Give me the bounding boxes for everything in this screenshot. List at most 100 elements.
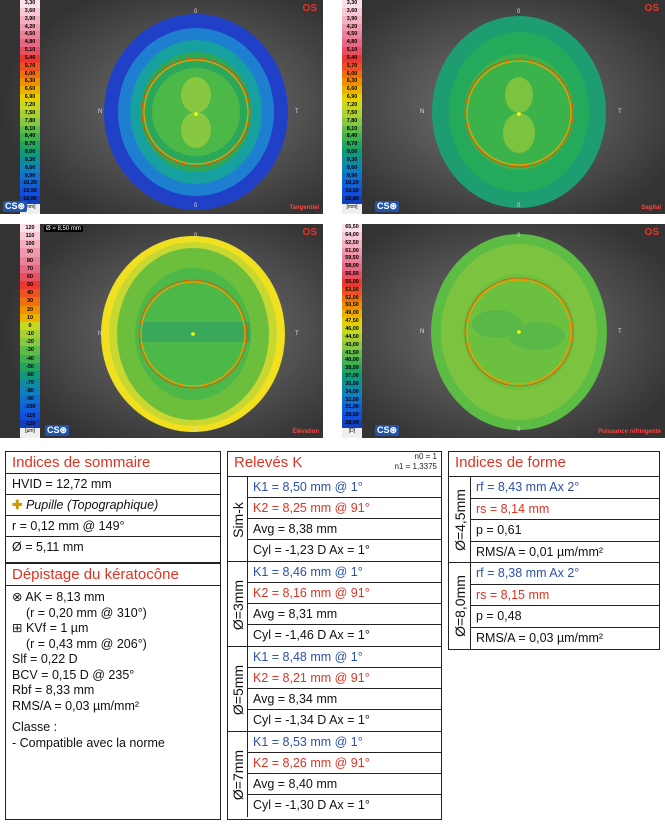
scale-cell: -40 xyxy=(20,354,40,363)
scale-cell: 4,20 xyxy=(342,23,362,32)
scale-cell: 37,00 xyxy=(342,373,362,381)
scale-cell: 8,40 xyxy=(342,133,362,142)
scale-cell: 6,90 xyxy=(342,94,362,102)
scale-unit: [mm] xyxy=(346,203,358,210)
rbf-value: Rbf = 8,33 mm xyxy=(12,683,95,697)
scale-cell: 44,50 xyxy=(342,333,362,342)
scale-cell: 49,00 xyxy=(342,310,362,319)
orient-top: 0 xyxy=(517,9,521,15)
orient-right: T xyxy=(295,109,299,115)
cso-logo: CS⊛ xyxy=(45,425,70,436)
k2-value: K2 = 8,21 mm @ 91° xyxy=(248,668,441,689)
scale-cell: 7,80 xyxy=(20,117,40,126)
n0-value: n0 = 1 xyxy=(414,452,437,461)
scale-cell: -10 xyxy=(20,330,40,339)
scale-cell: 4,50 xyxy=(342,31,362,40)
scale-cell: 28,00 xyxy=(342,420,362,428)
orient-right: T xyxy=(618,329,622,335)
group-label: Ø=7mm xyxy=(229,749,246,800)
scale-cell: 20 xyxy=(20,305,40,314)
scale-cell: 10,20 xyxy=(342,180,362,189)
scale-cell: 62,50 xyxy=(342,239,362,248)
eye-label: OS xyxy=(302,3,317,14)
map-type-label: Sagital xyxy=(641,205,661,211)
pupil-row: ✚ Pupille (Topographique) xyxy=(6,495,220,516)
orient-bottom: 0 xyxy=(517,427,521,433)
eye-label: OS xyxy=(644,227,659,238)
bcv-value: BCV = 0,15 D @ 235° xyxy=(12,667,135,682)
rms-value: RMS/A = 0,03 µm/mm² xyxy=(476,630,604,645)
avg-value: Avg = 8,38 mm xyxy=(248,519,441,540)
scale-cell: 32,50 xyxy=(342,396,362,405)
diameter-label: Ø = 8,50 mm xyxy=(44,226,83,232)
scale-cell: 5,40 xyxy=(20,54,40,63)
orient-top: 0 xyxy=(194,9,198,15)
summary-panel: Indices de sommaire HVID = 12,72 mm ✚ Pu… xyxy=(5,451,221,563)
scale-cell: 5,70 xyxy=(342,62,362,71)
scale-cell: 38,50 xyxy=(342,365,362,374)
scale-cell: 9,60 xyxy=(20,164,40,173)
scale-cell: 40,00 xyxy=(342,357,362,366)
ak-sub: (r = 0,20 mm @ 310°) xyxy=(26,605,147,620)
group-label: Ø=8,0mm xyxy=(451,575,468,637)
scale-cell: 55,00 xyxy=(342,278,362,287)
k2-value: K2 = 8,26 mm @ 91° xyxy=(248,753,441,774)
k-group-7mm: Ø=7mm K1 = 8,53 mm @ 1° K2 = 8,26 mm @ 9… xyxy=(228,732,441,817)
scale-cell: 10,80 xyxy=(342,196,362,204)
keratocone-content: ⊗ AK = 8,13 mm (r = 0,20 mm @ 310°) ⊞ KV… xyxy=(6,586,220,755)
group-label: Ø=3mm xyxy=(229,579,246,630)
scale-cell: 5,10 xyxy=(342,47,362,55)
rs-value: rs = 8,14 mm xyxy=(471,499,659,520)
k1-value: K1 = 8,53 mm @ 1° xyxy=(248,732,441,753)
scale-cell: -20 xyxy=(20,338,40,347)
cso-logo: CS⊛ xyxy=(375,425,400,436)
scale-cell: 9,00 xyxy=(20,149,40,157)
eye-label: OS xyxy=(644,3,659,14)
scale-cell: 3,30 xyxy=(342,0,362,8)
scale-cell: 7,20 xyxy=(20,101,40,110)
map-refractive-power-image xyxy=(342,224,665,438)
scale-cell: -120 xyxy=(20,419,40,428)
scale-cell: 7,50 xyxy=(20,109,40,118)
scale-cell: 35,50 xyxy=(342,380,362,389)
close-circle-icon: ⊗ xyxy=(12,590,23,604)
classe-label: Classe : xyxy=(12,720,58,734)
scale-cell: 64,00 xyxy=(342,231,362,240)
scale-cell: -60 xyxy=(20,370,40,379)
shape-group-4-5mm: Ø=4,5mm rf = 8,43 mm Ax 2° rs = 8,14 mm … xyxy=(449,477,659,563)
scale-unit: [µm] xyxy=(25,427,35,434)
rms-value: RMS/A = 0,03 µm/mm² xyxy=(12,698,140,713)
group-label: Ø=5mm xyxy=(229,664,246,715)
scale-cell: 7,80 xyxy=(342,117,362,126)
map-type-label: Tangentiel xyxy=(289,205,319,211)
kvf-sub: (r = 0,43 mm @ 206°) xyxy=(26,636,147,651)
scale-cell: 6,00 xyxy=(20,70,40,79)
scale-cell: 6,30 xyxy=(342,78,362,87)
pupil-label: Pupille (Topographique) xyxy=(25,498,159,512)
orient-right: T xyxy=(618,109,622,115)
scale-cell: 3,60 xyxy=(342,7,362,16)
k2-value: K2 = 8,16 mm @ 91° xyxy=(248,583,441,604)
ak-value: AK = 8,13 mm xyxy=(25,590,105,604)
scale-cell: 46,00 xyxy=(342,325,362,334)
scale-cell: 31,00 xyxy=(342,404,362,413)
summary-title: Indices de sommaire xyxy=(6,452,220,474)
orient-bottom: 0 xyxy=(194,203,198,209)
rf-value: rf = 8,38 mm Ax 2° xyxy=(471,563,659,585)
orient-left: N xyxy=(420,329,425,335)
scale-cell: 3,60 xyxy=(20,7,40,16)
scale-cell: 4,20 xyxy=(20,23,40,32)
cyl-value: Cyl = -1,34 D Ax = 1° xyxy=(253,713,370,727)
scale-cell: 80 xyxy=(20,256,40,265)
scale-cell: -80 xyxy=(20,387,40,396)
scale-cell: 50 xyxy=(20,281,40,290)
map-elevation-image xyxy=(0,224,323,438)
avg-value: Avg = 8,34 mm xyxy=(248,689,441,710)
scale-cell: 100 xyxy=(20,240,40,249)
scale-cell: 4,50 xyxy=(20,31,40,40)
scale-cell: 50,50 xyxy=(342,302,362,311)
k-readings-panel: Relevés K n0 = 1 n1 = 1,3375 Sim-k K1 = … xyxy=(227,451,442,820)
scale-cell: 3,90 xyxy=(20,15,40,24)
shape-title: Indices de forme xyxy=(449,452,659,477)
hvid-value: HVID = 12,72 mm xyxy=(6,474,220,495)
